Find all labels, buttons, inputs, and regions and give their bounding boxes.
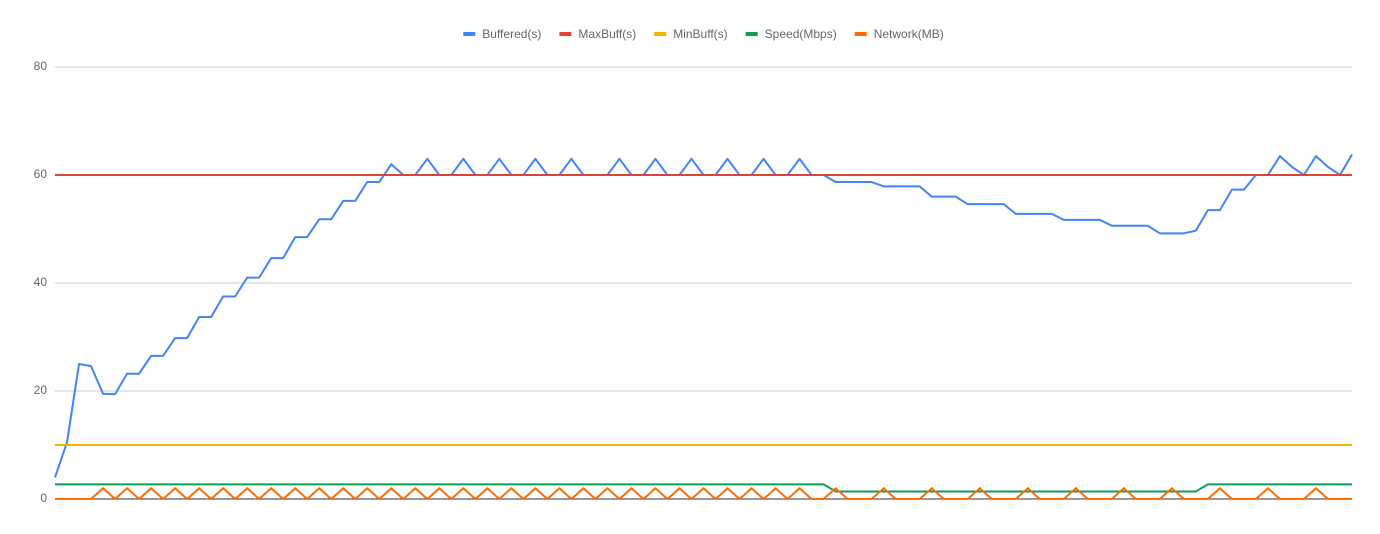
legend-label: Network(MB) [874,27,944,41]
y-tick-label: 20 [34,383,48,397]
series-line [55,483,1352,493]
legend-label: MaxBuff(s) [578,27,636,41]
series-line [55,487,1352,500]
y-tick-label: 60 [34,167,48,181]
legend-label: Speed(Mbps) [765,27,837,41]
y-tick-label: 80 [34,59,48,73]
legend: Buffered(s) MaxBuff(s) MinBuff(s) Speed(Mbp… [463,27,944,41]
y-tick-label: 0 [40,491,47,505]
y-tick-label: 40 [34,275,48,289]
series-line [54,153,1353,478]
legend-label: MinBuff(s) [673,27,727,41]
legend-label: Buffered(s) [482,27,541,41]
